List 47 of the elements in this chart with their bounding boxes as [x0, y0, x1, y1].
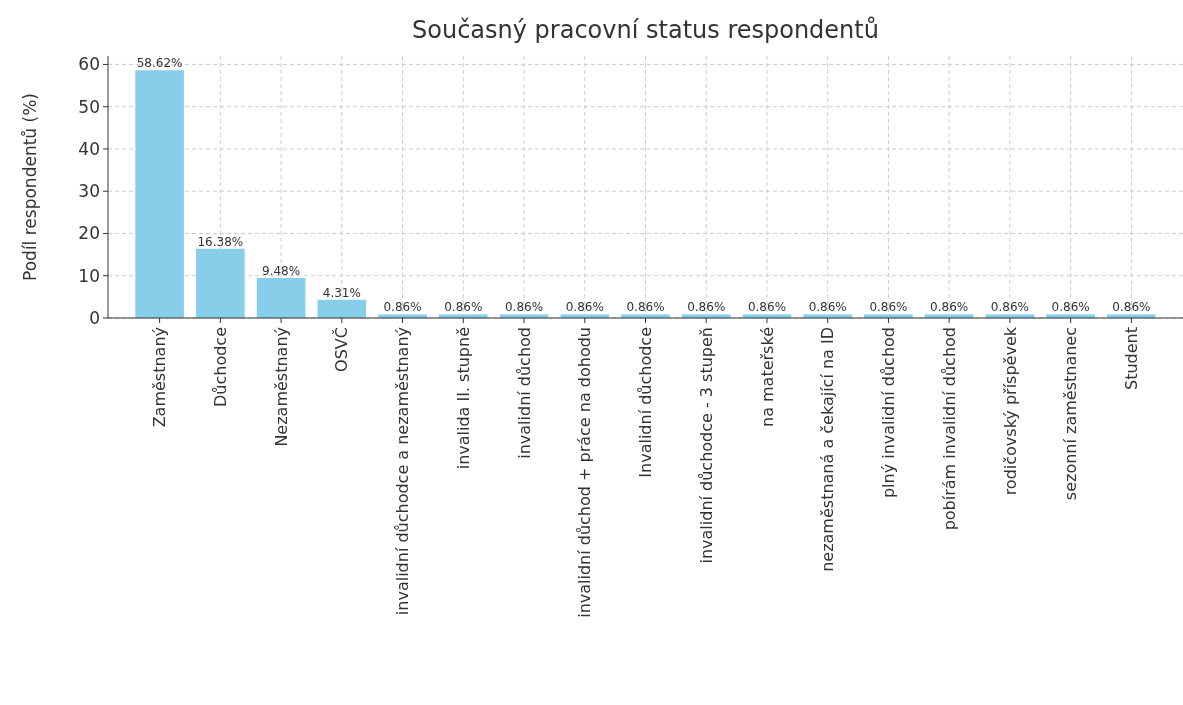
- x-tick-label: invalidní důchodce a nezaměstnaný: [393, 327, 413, 616]
- x-tick-label: invalidní důchodce - 3 stupeň: [696, 327, 716, 564]
- bar: [196, 248, 245, 318]
- x-tick-label: Nezaměstnaný: [271, 327, 291, 447]
- data-label: 0.86%: [687, 300, 726, 315]
- x-tick-label: rodičovský příspěvek: [1000, 326, 1020, 496]
- y-axis-title: Podíl respondentů (%): [20, 93, 40, 281]
- data-label: 0.86%: [990, 300, 1029, 315]
- x-tick-label: plný invalidní důchod: [879, 327, 899, 499]
- x-tick-label: nezaměstnaná a čekající na ID: [818, 327, 838, 572]
- x-tick-label: invalida II. stupně: [453, 327, 473, 470]
- x-tick-label: Zaměstnaný: [150, 327, 170, 428]
- x-tick-label: pobírám invalidní důchod: [939, 327, 959, 531]
- data-label: 9.48%: [262, 263, 301, 278]
- data-label: 4.31%: [322, 285, 361, 300]
- y-tick-label: 20: [78, 223, 100, 244]
- y-tick-label: 30: [78, 181, 100, 202]
- y-tick-label: 10: [78, 265, 100, 286]
- x-tick-label: na mateřské: [757, 327, 777, 427]
- data-label: 0.86%: [1112, 300, 1151, 315]
- data-label: 0.86%: [747, 300, 787, 315]
- x-tick-label: sezonní zaměstnanec: [1061, 327, 1081, 501]
- y-tick-label: 60: [78, 54, 100, 75]
- y-tick-label: 0: [89, 307, 100, 328]
- y-tick-label: 40: [78, 138, 100, 159]
- data-label: 0.86%: [626, 300, 665, 315]
- data-label: 0.86%: [930, 300, 969, 315]
- y-tick-label: 50: [78, 96, 100, 117]
- chart-title: Současný pracovní status respondentů: [412, 16, 879, 44]
- x-tick-label: invalidní důchod: [514, 327, 534, 459]
- data-label: 16.38%: [197, 234, 244, 249]
- data-label: 0.86%: [808, 300, 847, 315]
- data-label: 0.86%: [383, 300, 422, 315]
- x-tick-label: invalidní důchod + práce na dohodu: [575, 327, 595, 618]
- data-label: 0.86%: [444, 300, 483, 315]
- data-label: 0.86%: [565, 300, 604, 315]
- x-tick-label: OSVČ: [332, 327, 352, 372]
- x-tick-label: Student: [1121, 327, 1141, 390]
- x-tick-label: Důchodce: [210, 327, 230, 407]
- data-label: 58.62%: [136, 56, 183, 71]
- bar: [256, 277, 306, 318]
- data-label: 0.86%: [869, 300, 908, 315]
- data-label: 0.86%: [1051, 300, 1090, 315]
- data-label: 0.86%: [504, 300, 544, 315]
- bar: [135, 70, 184, 318]
- bar: [317, 299, 367, 318]
- x-tick-label: Invalidní důchodce: [636, 327, 656, 478]
